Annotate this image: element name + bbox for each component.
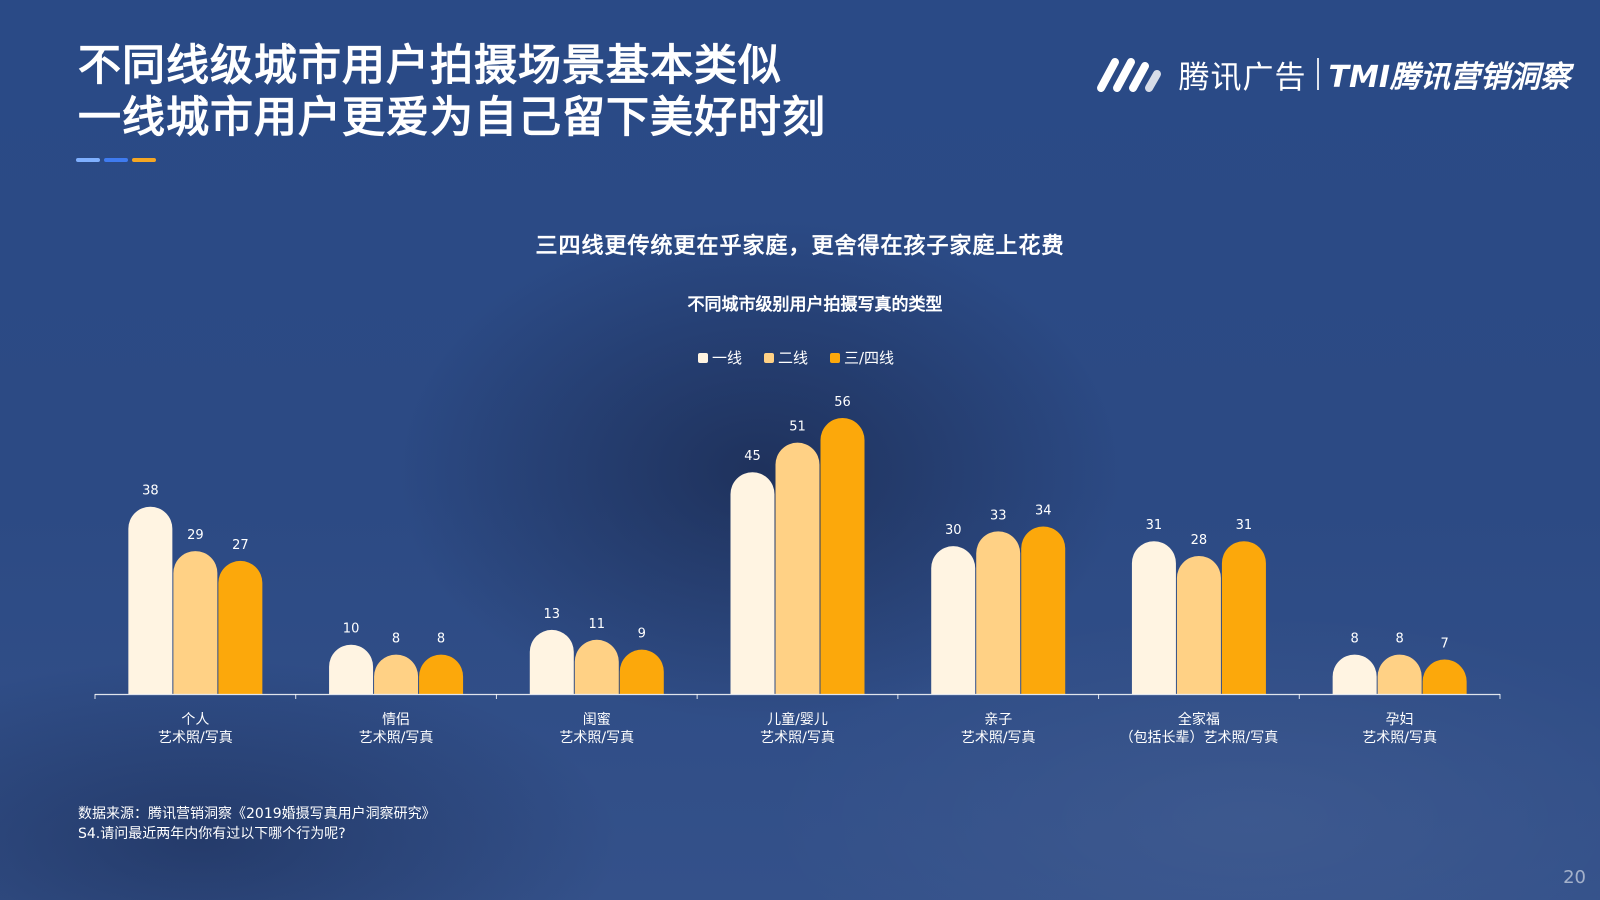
title-accent-3 bbox=[132, 158, 156, 162]
value-label-0-2: 27 bbox=[232, 538, 249, 553]
bar-2-0 bbox=[529, 629, 574, 694]
category-label-2-0: 闺蜜 bbox=[583, 712, 611, 728]
value-label-5-0: 31 bbox=[1146, 518, 1163, 533]
chart-subtitle: 三四线更传统更在乎家庭，更舍得在孩子家庭上花费 bbox=[535, 234, 1065, 259]
chart-legend: 一线 二线 三/四线 bbox=[698, 349, 894, 367]
bar-3-2 bbox=[820, 418, 865, 694]
bar-5-2 bbox=[1221, 541, 1266, 694]
category-label-4-1: 艺术照/写真 bbox=[961, 730, 1036, 746]
chart-title: 不同城市级别用户拍摄写真的类型 bbox=[688, 294, 943, 315]
bar-3-0 bbox=[730, 472, 775, 694]
category-label-6-0: 孕妇 bbox=[1386, 711, 1414, 728]
bar-6-1 bbox=[1377, 654, 1422, 694]
category-label-1-0: 情侣 bbox=[382, 712, 410, 728]
legend-swatch-2 bbox=[830, 353, 840, 363]
value-label-0-0: 38 bbox=[142, 484, 159, 499]
page-title-line2: 一线城市用户更爱为自己留下美好时刻 bbox=[78, 93, 826, 143]
source-line-2: S4.请问最近两年内你有过以下哪个行为呢? bbox=[78, 826, 346, 842]
chart-x-axis bbox=[94, 693, 1501, 699]
bar-3-1 bbox=[775, 442, 820, 694]
category-label-5-1: （包括长辈）艺术照/写真 bbox=[1120, 730, 1279, 746]
category-label-5-0: 全家福 bbox=[1178, 711, 1220, 728]
legend-label-0: 一线 bbox=[712, 349, 742, 367]
chart-category-labels: 个人艺术照/写真情侣艺术照/写真闺蜜艺术照/写真儿童/婴儿艺术照/写真亲子艺术照… bbox=[158, 711, 1437, 746]
page-title: 不同线级城市用户拍摄场景基本类似 一线城市用户更爱为自己留下美好时刻 bbox=[78, 40, 826, 144]
value-label-5-2: 31 bbox=[1236, 518, 1253, 533]
bar-4-0 bbox=[931, 546, 976, 694]
title-accent-1 bbox=[76, 158, 100, 162]
category-label-6-1: 艺术照/写真 bbox=[1362, 730, 1437, 746]
category-label-3-1: 艺术照/写真 bbox=[760, 730, 835, 746]
value-label-3-2: 56 bbox=[834, 395, 851, 410]
bar-5-1 bbox=[1176, 556, 1221, 694]
title-accent-2 bbox=[104, 158, 128, 162]
chart-bars bbox=[128, 418, 1467, 694]
value-label-4-1: 33 bbox=[990, 508, 1007, 523]
bar-0-2 bbox=[218, 560, 263, 694]
value-label-4-2: 34 bbox=[1035, 503, 1052, 518]
brand-header: 腾讯广告 TMI腾讯营销洞察 bbox=[1095, 52, 1570, 96]
value-label-3-1: 51 bbox=[789, 420, 806, 435]
tencent-ads-logo-icon bbox=[1096, 58, 1161, 92]
value-label-5-1: 28 bbox=[1191, 533, 1208, 548]
bar-0-0 bbox=[128, 506, 173, 694]
source-line-1: 数据来源：腾讯营销洞察《2019婚摄写真用户洞察研究》 bbox=[78, 806, 436, 822]
bar-0-1 bbox=[173, 551, 218, 694]
bar-6-2 bbox=[1422, 659, 1467, 694]
page-number: 20 bbox=[1563, 867, 1586, 888]
value-label-1-0: 10 bbox=[343, 622, 360, 637]
value-label-6-0: 8 bbox=[1351, 632, 1359, 647]
category-label-0-1: 艺术照/写真 bbox=[158, 730, 233, 746]
category-label-3-0: 儿童/婴儿 bbox=[767, 711, 828, 728]
bar-6-0 bbox=[1332, 654, 1377, 694]
value-label-0-1: 29 bbox=[187, 528, 204, 543]
brand-tmi: TMI腾讯营销洞察 bbox=[1328, 60, 1570, 95]
page-title-line1: 不同线级城市用户拍摄场景基本类似 bbox=[78, 41, 782, 91]
value-label-4-0: 30 bbox=[945, 523, 962, 538]
bar-2-2 bbox=[619, 649, 664, 694]
value-label-2-2: 9 bbox=[638, 627, 646, 642]
legend-label-1: 二线 bbox=[778, 349, 808, 367]
value-label-2-1: 11 bbox=[589, 617, 606, 632]
brand-divider bbox=[1316, 58, 1319, 90]
brand-name: 腾讯广告 bbox=[1178, 59, 1307, 96]
bar-4-1 bbox=[976, 531, 1021, 694]
category-label-0-0: 个人 bbox=[181, 712, 209, 728]
legend-swatch-0 bbox=[698, 353, 708, 363]
value-label-6-2: 7 bbox=[1441, 637, 1449, 652]
value-label-3-0: 45 bbox=[744, 449, 761, 464]
bar-2-1 bbox=[574, 639, 619, 694]
value-label-6-1: 8 bbox=[1396, 632, 1404, 647]
category-label-4-0: 亲子 bbox=[984, 712, 1012, 728]
bar-1-0 bbox=[329, 644, 374, 694]
legend-swatch-1 bbox=[764, 353, 774, 363]
value-label-1-1: 8 bbox=[392, 632, 400, 647]
legend-label-2: 三/四线 bbox=[844, 349, 894, 367]
category-label-2-1: 艺术照/写真 bbox=[559, 730, 634, 746]
chart-value-labels: 38 29 27 10 8 8 13 11 9 45 51 56 30 33 34 31 28 31 8 8 7 bbox=[142, 395, 1449, 652]
value-label-1-2: 8 bbox=[437, 632, 445, 647]
bar-1-2 bbox=[419, 654, 464, 694]
bar-1-1 bbox=[374, 654, 419, 694]
category-label-1-1: 艺术照/写真 bbox=[359, 730, 434, 746]
data-source-note: 数据来源：腾讯营销洞察《2019婚摄写真用户洞察研究》 S4.请问最近两年内你有… bbox=[78, 804, 436, 844]
bar-4-2 bbox=[1021, 526, 1066, 694]
bar-5-0 bbox=[1131, 541, 1176, 694]
value-label-2-0: 13 bbox=[544, 607, 561, 622]
